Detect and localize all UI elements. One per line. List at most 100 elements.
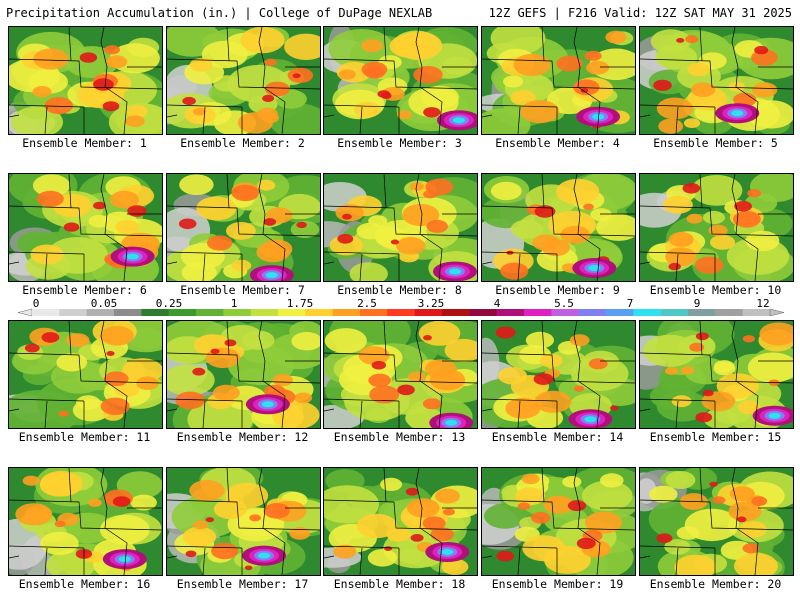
precipitation-map [324,174,477,281]
precipitation-map [482,321,635,428]
colorbar-swatch [496,309,525,316]
precipitation-map [9,468,162,575]
ensemble-member-map[interactable] [639,320,794,429]
ensemble-member-label: Ensemble Member: 17 [176,577,309,591]
ensemble-member-map[interactable] [166,320,321,429]
colorbar-swatch [633,309,661,316]
precipitation-map [324,27,477,134]
ensemble-member-label: Ensemble Member: 1 [22,136,147,150]
ensemble-member-label: Ensemble Member: 13 [333,430,466,444]
colorbar-swatch [469,309,497,316]
ensemble-member-label: Ensemble Member: 18 [333,577,466,591]
precipitation-map [167,321,320,428]
ensemble-member-map[interactable] [481,467,636,576]
colorbar-swatch [360,309,388,316]
precipitation-map [640,174,793,281]
colorbar-swatch [715,309,743,316]
ensemble-member-map[interactable] [323,467,478,576]
ensemble-member-map[interactable] [639,467,794,576]
ensemble-member-label: Ensemble Member: 20 [649,577,782,591]
colorbar-swatch [114,309,142,316]
ensemble-member-label: Ensemble Member: 2 [180,136,305,150]
colorbar-swatch [414,309,443,316]
ensemble-member-label: Ensemble Member: 7 [180,283,305,297]
ensemble-member-label: Ensemble Member: 10 [649,283,782,297]
colorbar-tick-label: 9 [694,298,701,310]
ensemble-member-label: Ensemble Member: 11 [18,430,151,444]
precipitation-map [640,27,793,134]
colorbar-tick-label: 1.75 [287,298,314,310]
ensemble-member-map[interactable] [323,320,478,429]
precipitation-map [9,27,162,134]
ensemble-member-map[interactable] [323,26,478,135]
ensemble-member-label: Ensemble Member: 12 [176,430,309,444]
header: Precipitation Accumulation (in.) | Colle… [0,0,800,24]
colorbar-tick-label: 4 [494,298,501,310]
colorbar-swatch [32,309,60,316]
colorbar-swatch [551,309,579,316]
ensemble-member-map[interactable] [8,173,163,282]
ensemble-member-label: Ensemble Member: 9 [495,283,620,297]
colorbar-min-arrow [17,308,33,317]
ensemble-member-label: Ensemble Member: 14 [491,430,624,444]
colorbar-swatch [223,309,251,316]
precipitation-map [640,321,793,428]
ensemble-member-map[interactable] [639,173,794,282]
ensemble-member-label: Ensemble Member: 3 [337,136,462,150]
precipitation-map [324,321,477,428]
colorbar-swatch [660,309,689,316]
precipitation-map [9,321,162,428]
precipitation-map [324,468,477,575]
precipitation-map [482,27,635,134]
colorbar-tick-label: 0.05 [91,298,118,310]
colorbar-tick-label: 0.25 [156,298,183,310]
precipitation-map [167,174,320,281]
colorbar-swatch [250,309,279,316]
colorbar-swatch [305,309,333,316]
ensemble-member-map[interactable] [166,26,321,135]
colorbar-swatch [86,309,115,316]
colorbar-swatch [168,309,197,316]
ensemble-member-map[interactable] [8,467,163,576]
colorbar-swatch [442,309,470,316]
precipitation-map [640,468,793,575]
ensemble-member-map[interactable] [639,26,794,135]
colorbar-tick-label: 5.5 [554,298,574,310]
colorbar-swatch [742,309,771,316]
colorbar-swatch [59,309,87,316]
colorbar-tick-label: 7 [627,298,634,310]
ensemble-member-label: Ensemble Member: 5 [653,136,778,150]
colorbar-swatch [332,309,361,316]
precipitation-map [167,468,320,575]
ensemble-member-map[interactable] [481,26,636,135]
colorbar-tick-label: 3.25 [418,298,445,310]
ensemble-member-map[interactable] [8,320,163,429]
precipitation-map [482,468,635,575]
colorbar: 0 0.05 0.25 1 1.75 2.5 3.25 4 5.5 7 9 12 [17,297,785,320]
colorbar-scale: 0 0.05 0.25 1 1.75 2.5 3.25 4 5.5 7 9 12 [17,297,785,317]
ensemble-member-label: Ensemble Member: 16 [18,577,151,591]
ensemble-member-map[interactable] [481,173,636,282]
ensemble-member-map[interactable] [166,173,321,282]
colorbar-tick-label: 2.5 [357,298,377,310]
colorbar-swatch [141,309,169,316]
product-title: Precipitation Accumulation (in.) | Colle… [6,6,433,20]
precipitation-map [167,27,320,134]
colorbar-swatch [387,309,415,316]
ensemble-member-map[interactable] [323,173,478,282]
colorbar-swatch [196,309,224,316]
ensemble-member-map[interactable] [166,467,321,576]
ensemble-member-map[interactable] [8,26,163,135]
ensemble-member-label: Ensemble Member: 6 [22,283,147,297]
precipitation-map [9,174,162,281]
colorbar-swatch [606,309,634,316]
colorbar-tick-label: 0 [33,298,40,310]
ensemble-member-label: Ensemble Member: 8 [337,283,462,297]
colorbar-swatch [278,309,306,316]
ensemble-member-map[interactable] [481,320,636,429]
run-info: 12Z GEFS | F216 Valid: 12Z SAT MAY 31 20… [488,6,792,20]
colorbar-swatch [578,309,607,316]
ensemble-member-label: Ensemble Member: 4 [495,136,620,150]
colorbar-swatch [524,309,552,316]
colorbar-max-arrow [769,308,785,317]
